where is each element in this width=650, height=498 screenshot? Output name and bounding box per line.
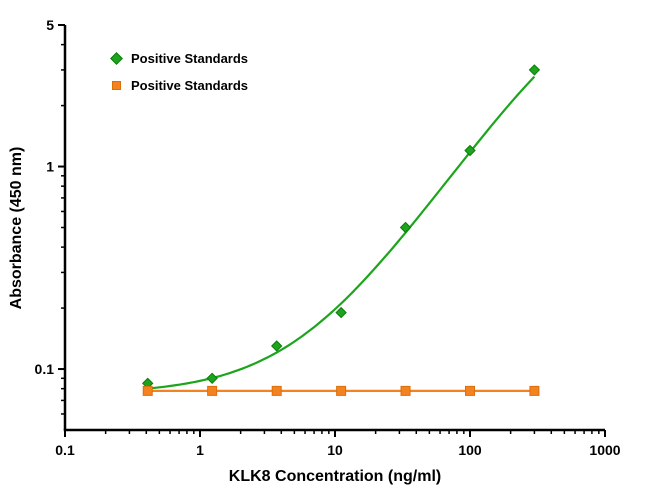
svg-text:0.1: 0.1 <box>35 361 55 377</box>
legend: Positive Standards Positive Standards <box>110 51 249 106</box>
svg-text:1: 1 <box>46 159 54 175</box>
svg-text:5: 5 <box>46 17 54 33</box>
legend-label: Positive Standards <box>131 78 249 93</box>
svg-text:1: 1 <box>196 442 204 458</box>
legend-marker-square-icon <box>112 81 121 90</box>
legend-item: Positive Standards <box>112 79 248 92</box>
x-axis-title: KLK8 Concentration (ng/ml) <box>228 468 442 485</box>
svg-text:1000: 1000 <box>589 442 620 458</box>
svg-text:0.1: 0.1 <box>55 442 75 458</box>
y-axis-title: Absorbance (450 nm) <box>8 146 25 310</box>
legend-marker-diamond-icon <box>110 52 123 65</box>
svg-text:100: 100 <box>458 442 482 458</box>
svg-text:10: 10 <box>327 442 343 458</box>
legend-label: Positive Standards <box>131 51 249 66</box>
legend-item: Positive Standards <box>110 51 249 66</box>
